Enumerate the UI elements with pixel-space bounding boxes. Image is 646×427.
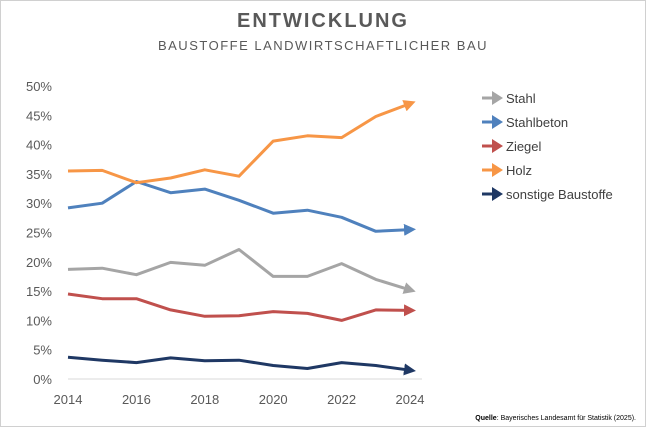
series-line-ziegel xyxy=(67,292,416,322)
y-tick-label: 20% xyxy=(26,255,52,270)
legend-arrow-icon xyxy=(492,163,503,177)
y-tick-label: 25% xyxy=(26,226,52,241)
x-tick-label: 2022 xyxy=(327,392,356,407)
y-tick-label: 35% xyxy=(26,167,52,182)
legend-arrow-icon xyxy=(492,139,503,153)
series-line-holz xyxy=(67,100,416,185)
y-tick-label: 5% xyxy=(33,343,52,358)
legend-item: sonstige Baustoffe xyxy=(482,187,613,202)
series-line-sonstige-baustoffe xyxy=(67,355,416,376)
x-tick-label: 2016 xyxy=(122,392,151,407)
chart-axes: 0% 5% 10% 15% 20% 25% 30% 35% 40% 45% 50% 2014 2016 2… xyxy=(26,79,424,407)
series-line-stahl xyxy=(67,248,416,294)
y-tick-label: 10% xyxy=(26,313,52,328)
chart-subtitle: BAUSTOFFE LANDWIRTSCHAFTLICHER BAU xyxy=(157,38,489,53)
legend-label: Stahlbeton xyxy=(506,115,568,130)
y-tick-label: 0% xyxy=(33,372,52,387)
source-label: Quelle xyxy=(475,415,497,422)
legend-item: Stahl xyxy=(482,91,536,106)
legend-item: Holz xyxy=(482,163,532,178)
chart-legend: Stahl Stahlbeton Ziegel Holz sonstige Bausto… xyxy=(482,91,613,202)
legend-label: Holz xyxy=(506,163,532,178)
source-note: Quelle: Bayerisches Landesamt für Statis… xyxy=(475,415,636,422)
legend-arrow-icon xyxy=(492,115,503,129)
chart-title: ENTWICKLUNG xyxy=(237,10,409,32)
legend-arrow-icon xyxy=(492,91,503,105)
legend-arrow-icon xyxy=(492,187,503,201)
series-line-stahlbeton xyxy=(67,180,416,236)
y-tick-label: 40% xyxy=(26,138,52,153)
legend-item: Ziegel xyxy=(482,139,542,154)
chart-series xyxy=(67,100,416,376)
legend-label: sonstige Baustoffe xyxy=(506,187,613,202)
x-tick-label: 2024 xyxy=(396,392,425,407)
y-tick-label: 50% xyxy=(26,79,52,94)
x-tick-label: 2020 xyxy=(259,392,288,407)
legend-item: Stahlbeton xyxy=(482,115,568,130)
legend-label: Stahl xyxy=(506,91,536,106)
y-tick-label: 15% xyxy=(26,284,52,299)
x-tick-label: 2018 xyxy=(190,392,219,407)
legend-label: Ziegel xyxy=(506,139,542,154)
y-tick-label: 30% xyxy=(26,196,52,211)
y-tick-label: 45% xyxy=(26,108,52,123)
x-tick-label: 2014 xyxy=(54,392,83,407)
source-text: : Bayerisches Landesamt für Statistik (2… xyxy=(496,415,636,422)
